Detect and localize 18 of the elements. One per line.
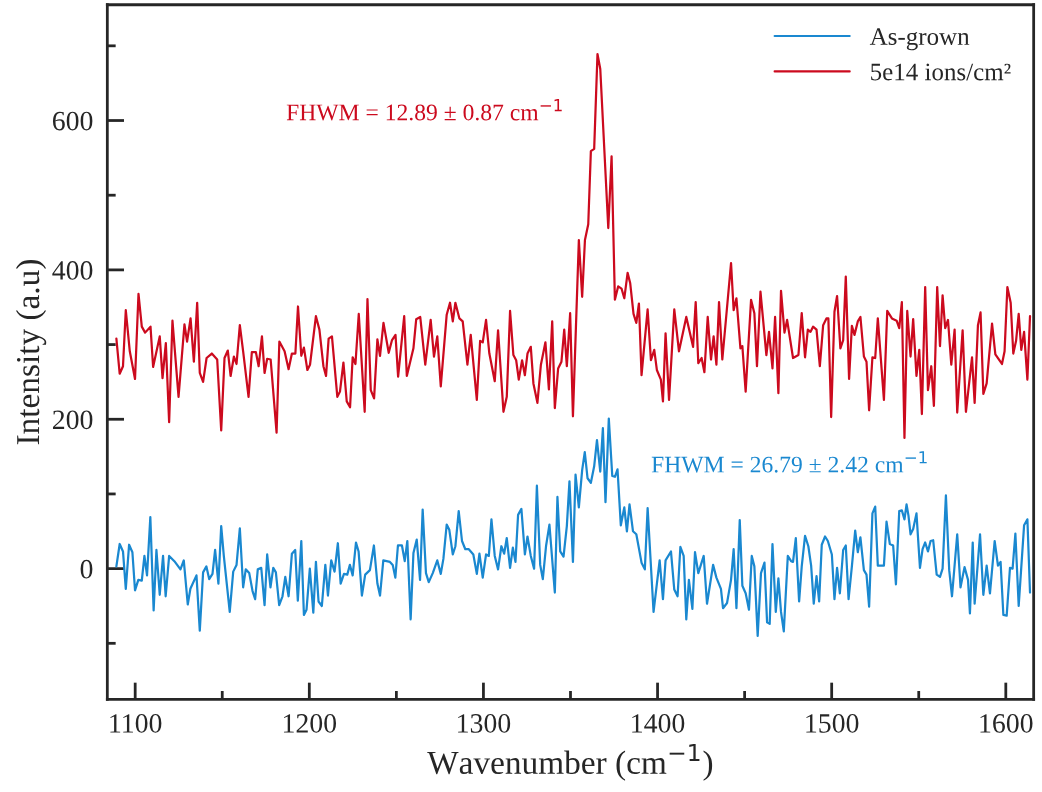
y-axis-title: Intensity (a.u) [15, 260, 47, 445]
legend-label: As-grown [869, 28, 970, 51]
x-axis-title: Wavenumber (cm$^{−1}$) [427, 743, 713, 781]
legend-label: 5e14 ions/cm² [871, 63, 1011, 81]
line-series [115, 52, 1032, 440]
x-tick-label: 1600 [980, 714, 1033, 733]
y-tick-label: 600 [52, 111, 93, 131]
x-tick-label: 1300 [458, 714, 511, 733]
annotation: FHWM = 26.79 ± 2.42 cm$^{−1}$ [651, 451, 927, 473]
annotation: FHWM = 12.89 ± 0.87 cm$^{−1}$ [286, 99, 562, 121]
y-tick-label: 400 [52, 261, 93, 280]
x-tick-label: 1200 [283, 714, 337, 733]
line-series [115, 417, 1032, 637]
y-tick-label: 0 [80, 559, 93, 579]
x-tick-label: 1500 [806, 714, 859, 733]
y-tick-label: 200 [52, 410, 93, 430]
x-tick-label: 1100 [110, 714, 162, 733]
x-tick-label: 1400 [632, 714, 685, 733]
